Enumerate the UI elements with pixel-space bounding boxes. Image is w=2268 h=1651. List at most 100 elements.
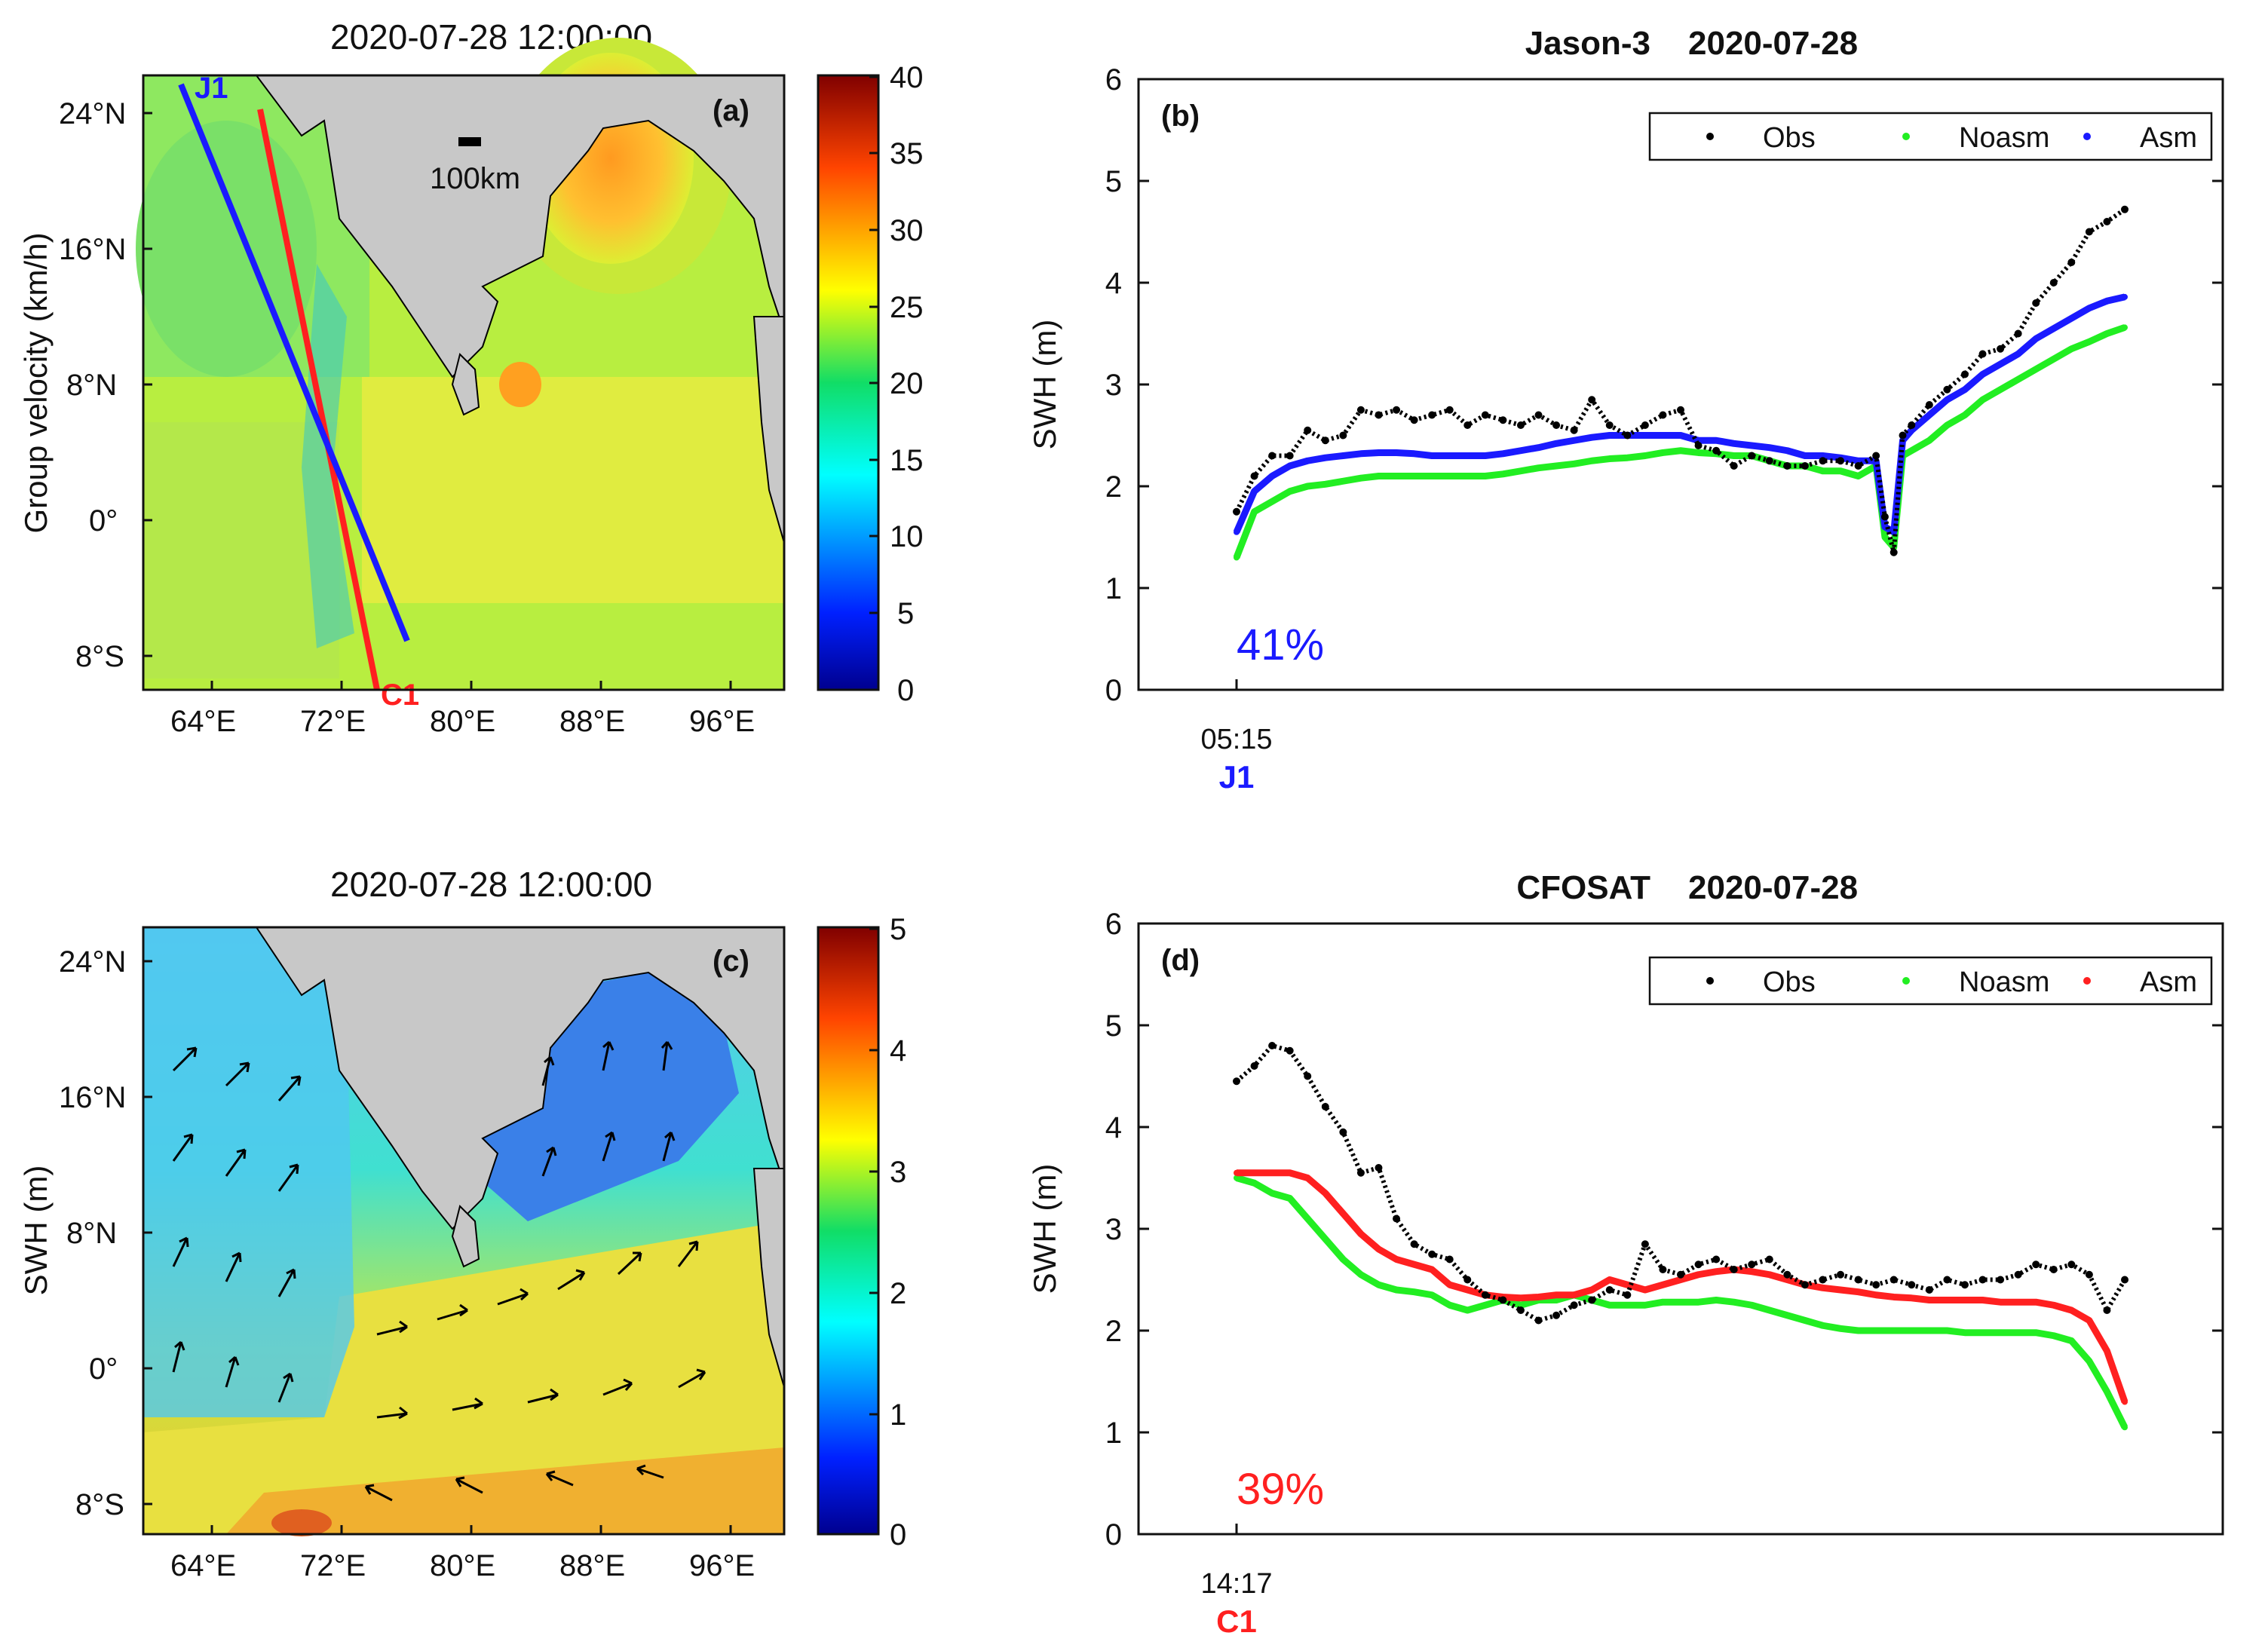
data-point-obs — [2067, 259, 2076, 266]
data-point-obs — [1677, 1270, 1684, 1279]
panel-tag: (d) — [1161, 944, 1200, 977]
data-point-asm — [1749, 443, 1755, 449]
data-point-obs — [1943, 385, 1951, 394]
colorbar-a-tick: 15 — [890, 444, 924, 477]
data-point-obs — [1659, 1266, 1667, 1273]
y-tick-label: 0 — [1105, 674, 1122, 707]
data-point-asm — [1589, 1287, 1595, 1293]
data-point-noasm — [1411, 1288, 1418, 1295]
y-tick-label: 6 — [1105, 908, 1122, 941]
data-point-asm — [1641, 432, 1648, 439]
data-point-asm — [2015, 351, 2021, 357]
data-point-asm — [1678, 432, 1684, 439]
colorbar-c-tick: 4 — [890, 1034, 906, 1067]
data-point-obs — [1445, 1255, 1454, 1264]
legend-label: Obs — [1763, 122, 1816, 154]
legend-marker — [1902, 977, 1910, 985]
data-point-noasm — [1819, 467, 1826, 474]
legend-label: Asm — [2140, 122, 2197, 154]
data-point-noasm — [1482, 1302, 1488, 1309]
data-point-obs — [1552, 1311, 1561, 1319]
data-point-obs — [1694, 1260, 1703, 1269]
colorbar-a-tick: 20 — [890, 367, 924, 400]
y-tick-label: 3 — [1105, 1213, 1122, 1246]
lon-tick: 64°E — [170, 1549, 236, 1582]
data-point-asm — [1500, 450, 1506, 457]
data-point-noasm — [1944, 1328, 1951, 1334]
colorbar-a-tick: 30 — [890, 214, 924, 247]
data-point-obs — [1268, 452, 1277, 460]
data-point-asm — [2050, 1302, 2057, 1309]
lat-tick: 16°N — [59, 1081, 126, 1114]
data-point-noasm — [1819, 1322, 1826, 1329]
data-point-obs — [1943, 1276, 1951, 1284]
data-point-asm — [1837, 1287, 1844, 1293]
data-point-obs — [1534, 411, 1543, 419]
data-point-obs — [1339, 431, 1347, 440]
data-point-obs — [1641, 421, 1649, 429]
data-point-obs — [1286, 452, 1294, 460]
data-point-asm — [1766, 1271, 1773, 1278]
data-point-obs — [1872, 452, 1880, 460]
data-point-obs — [1783, 1270, 1791, 1279]
lon-tick: 72°E — [300, 1549, 366, 1582]
colorbar-a — [817, 74, 880, 691]
data-point-obs — [1925, 1286, 1933, 1294]
data-point-obs — [1712, 1255, 1721, 1264]
data-point-asm — [1855, 1288, 1862, 1295]
data-point-obs — [1623, 431, 1632, 440]
data-point-obs — [1499, 416, 1507, 424]
data-point-asm — [1357, 1230, 1364, 1237]
data-point-obs — [1889, 1276, 1898, 1284]
data-point-obs — [1534, 1316, 1543, 1325]
data-point-noasm — [1961, 412, 1968, 418]
lat-tick: 8°S — [75, 1488, 124, 1521]
data-point-obs — [2014, 1270, 2022, 1279]
data-point-obs — [2067, 1260, 2076, 1269]
data-point-asm — [1535, 1294, 1542, 1300]
data-point-noasm — [1749, 1302, 1755, 1309]
data-point-noasm — [2104, 1389, 2110, 1395]
data-point-asm — [1535, 444, 1542, 451]
lon-tick: 88°E — [559, 1549, 625, 1582]
legend-label: Noasm — [1959, 966, 2049, 998]
data-point-asm — [1553, 440, 1560, 447]
data-point-obs — [1960, 370, 1969, 378]
data-point-asm — [1571, 437, 1577, 444]
data-point-asm — [1695, 1271, 1702, 1278]
data-point-obs — [2085, 1270, 2093, 1279]
y-tick-label: 2 — [1105, 470, 1122, 504]
plot-frame — [1137, 78, 2224, 691]
data-point-asm — [2068, 315, 2075, 322]
data-point-obs — [1516, 1306, 1525, 1314]
wind-arrows — [172, 1040, 706, 1502]
data-point-noasm — [1251, 1180, 1258, 1187]
map-c-land — [143, 927, 785, 1230]
data-point-asm — [2104, 298, 2110, 305]
data-point-obs — [2103, 218, 2111, 225]
chart-date: 2020-07-28 — [1688, 869, 1858, 906]
legend-label: Noasm — [1959, 122, 2049, 154]
data-point-asm — [1571, 1291, 1577, 1298]
data-point-asm — [1713, 437, 1720, 444]
data-point-obs — [1960, 1281, 1969, 1289]
data-point-obs — [1819, 457, 1827, 465]
data-point-asm — [1819, 452, 1826, 459]
data-point-noasm — [1944, 422, 1951, 428]
data-point-asm — [1926, 1297, 1932, 1303]
chart-d: CFOSAT 2020-07-28 0 1 2 3 4 5 6 SWH (m) 14:17 C1 (d)… — [1027, 869, 2224, 1639]
data-point-asm — [1819, 1285, 1826, 1291]
data-point-obs — [1588, 396, 1596, 404]
data-point-asm — [1961, 1297, 1968, 1303]
data-point-asm — [1749, 1268, 1755, 1275]
data-point-obs — [1783, 462, 1791, 470]
data-point-obs — [2121, 205, 2129, 213]
y-tick-label: 1 — [1105, 572, 1122, 605]
data-point-noasm — [2033, 366, 2040, 372]
data-point-noasm — [1411, 473, 1418, 479]
data-point-noasm — [1357, 1271, 1364, 1278]
colorbar-a-tick: 10 — [890, 520, 924, 553]
x-tick-track: C1 — [1216, 1604, 1257, 1639]
data-point-noasm — [1500, 470, 1506, 477]
panel-tag: (b) — [1161, 100, 1200, 133]
